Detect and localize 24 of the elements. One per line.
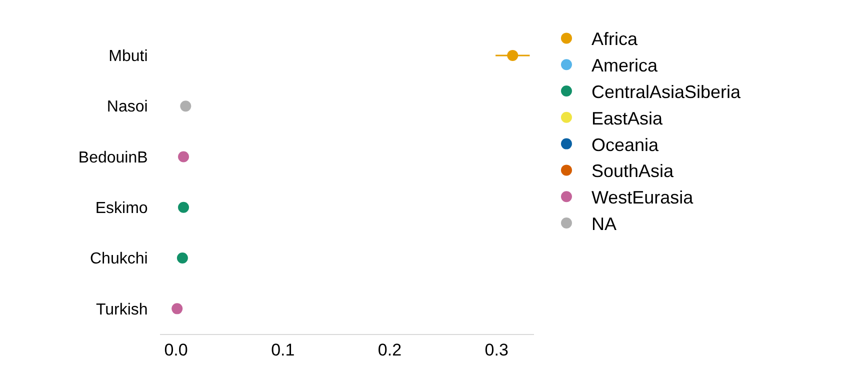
legend-label: SouthAsia — [591, 161, 675, 182]
y-tick-label: Nasoi — [106, 98, 148, 116]
point — [172, 303, 183, 314]
legend-label: Africa — [591, 29, 638, 50]
y-tick-label: BedouinB — [78, 149, 148, 166]
x-tick-label: 0.2 — [378, 340, 402, 360]
legend-label: CentralAsiaSiberia — [591, 82, 742, 102]
legend-label: America — [591, 56, 658, 76]
legend-label: NA — [591, 214, 616, 234]
legend-label: WestEurasia — [591, 188, 694, 208]
point — [507, 50, 518, 61]
point — [176, 252, 188, 264]
y-tick-label: Mbuti — [108, 48, 148, 66]
point — [178, 202, 190, 213]
legend-label: Oceania — [591, 134, 660, 155]
y-tick-label: Chukchi — [90, 250, 148, 268]
y-tick-label: Turkish — [96, 301, 148, 318]
x-tick-label: 0.3 — [484, 340, 508, 360]
point — [178, 151, 190, 162]
x-tick-label: 0.0 — [164, 340, 188, 360]
point — [180, 100, 192, 112]
legend-label: EastAsia — [591, 108, 664, 128]
x-tick-label: 0.1 — [271, 340, 295, 360]
y-tick-label: Eskimo — [95, 200, 148, 217]
